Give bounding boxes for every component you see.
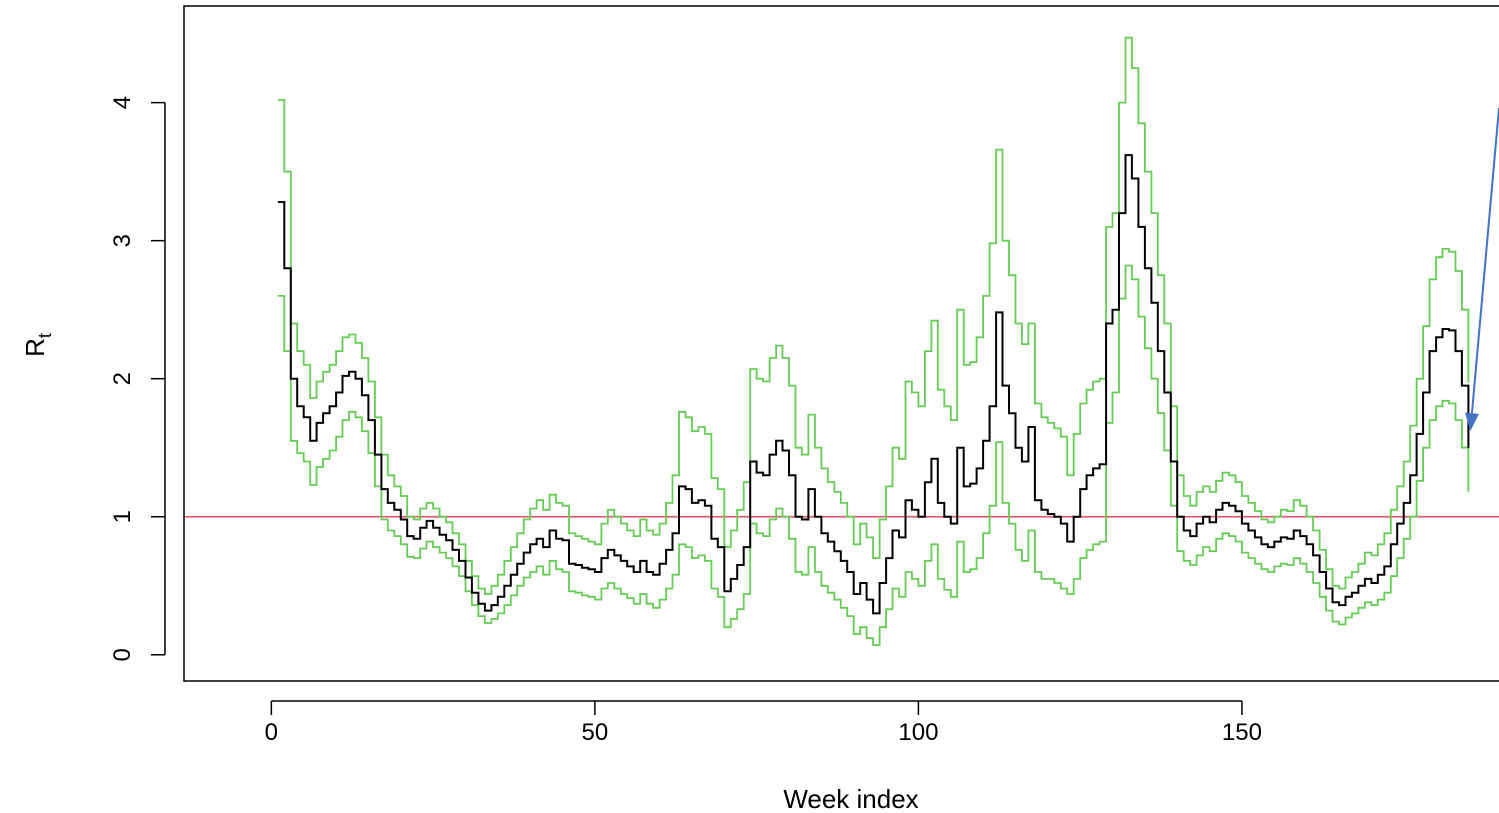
x-tick-label: 100 (898, 719, 938, 746)
y-axis-title: R (20, 338, 50, 357)
y-tick-label: 4 (109, 96, 136, 109)
annotation-arrow-layer (1464, 107, 1499, 432)
x-tick-label: 150 (1222, 719, 1262, 746)
x-tick-label: 0 (265, 719, 278, 746)
y-tick-label: 0 (109, 648, 136, 661)
annotation-arrow-head (1464, 412, 1479, 432)
series-estimate-line (277, 154, 1470, 615)
x-axis: 0 50 100 150 (265, 700, 1262, 746)
series-lower-line (277, 264, 1470, 646)
x-axis-title: Week index (783, 784, 918, 813)
x-tick-label: 50 (582, 719, 609, 746)
series-layer (277, 36, 1470, 646)
y-tick-label: 2 (109, 372, 136, 385)
series-upper-line (277, 36, 1470, 595)
svg-text:Rt: Rt (20, 333, 55, 357)
y-tick-label: 1 (109, 510, 136, 523)
y-axis-title-subscript: t (35, 333, 55, 338)
plot-frame (183, 5, 1499, 682)
y-axis: 0 1 2 3 4 (109, 96, 166, 661)
y-tick-label: 3 (109, 234, 136, 247)
y-axis-title-group: Rt (20, 333, 55, 357)
annotation-arrow-shaft (1470, 107, 1499, 414)
